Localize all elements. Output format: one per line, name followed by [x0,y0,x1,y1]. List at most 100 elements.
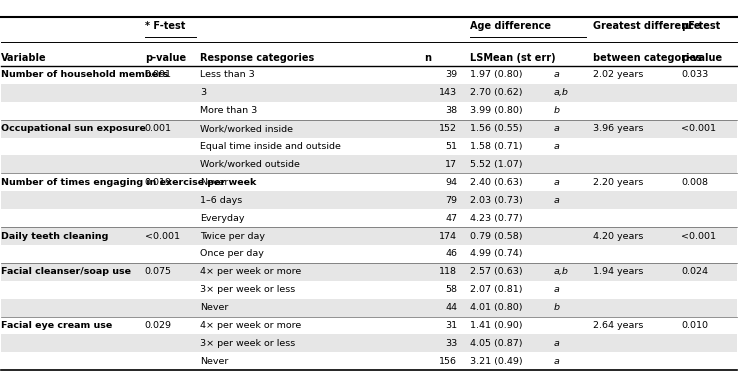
Text: 3× per week or less: 3× per week or less [200,285,295,294]
Text: 46: 46 [445,249,458,259]
Text: a: a [554,357,559,366]
Text: 1.94 years: 1.94 years [593,267,644,276]
Text: b: b [554,106,559,115]
Text: Less than 3: Less than 3 [200,70,255,80]
Text: a: a [554,70,559,80]
Text: 0.029: 0.029 [145,321,172,330]
Text: 3.99 (0.80): 3.99 (0.80) [470,106,523,115]
Text: 174: 174 [439,231,458,241]
Text: 0.091: 0.091 [145,70,172,80]
Text: 5.52 (1.07): 5.52 (1.07) [470,160,523,169]
Text: 0.024: 0.024 [681,267,708,276]
Text: 0.008: 0.008 [681,178,708,187]
Text: 17: 17 [445,160,458,169]
Text: Age difference: Age difference [470,21,551,31]
Text: 31: 31 [445,321,458,330]
Text: 1.41 (0.90): 1.41 (0.90) [470,321,523,330]
Text: 4.05 (0.87): 4.05 (0.87) [470,339,523,348]
Text: Facial cleanser/soap use: Facial cleanser/soap use [1,267,131,276]
Text: a: a [554,142,559,151]
Text: Facial eye cream use: Facial eye cream use [1,321,113,330]
Text: * F-test: * F-test [145,21,185,31]
Text: a: a [554,124,559,133]
Text: a: a [554,285,559,294]
Text: 0.075: 0.075 [145,267,172,276]
Text: 1–6 days: 1–6 days [200,196,242,205]
Text: a: a [554,339,559,348]
Text: between categories: between categories [593,52,702,63]
Text: 39: 39 [445,70,458,80]
Text: n: n [424,52,431,63]
Text: 2.02 years: 2.02 years [593,70,644,80]
Text: 0.79 (0.58): 0.79 (0.58) [470,231,523,241]
Bar [1,155,737,173]
Text: 2.70 (0.62): 2.70 (0.62) [470,88,523,97]
Text: <0.001: <0.001 [145,231,180,241]
Text: 118: 118 [439,267,458,276]
Text: a,b: a,b [554,88,568,97]
Text: 3.21 (0.49): 3.21 (0.49) [470,357,523,366]
Text: a,b: a,b [554,267,568,276]
Text: b: b [554,303,559,312]
Bar [1,299,737,316]
Bar [1,191,737,209]
Text: Variable: Variable [1,52,47,63]
Bar [1,84,737,102]
Text: 3: 3 [200,88,206,97]
Text: 0.001: 0.001 [145,124,172,133]
Text: 2.57 (0.63): 2.57 (0.63) [470,267,523,276]
Text: 47: 47 [445,214,458,223]
Text: Never: Never [200,178,228,187]
Text: 33: 33 [445,339,458,348]
Text: 1.56 (0.55): 1.56 (0.55) [470,124,523,133]
Text: Work/worked outside: Work/worked outside [200,160,300,169]
Text: a: a [554,178,559,187]
Text: µF-test: µF-test [681,21,721,31]
Text: 0.033: 0.033 [681,70,708,80]
Text: 2.40 (0.63): 2.40 (0.63) [470,178,523,187]
Text: Work/worked inside: Work/worked inside [200,124,293,133]
Text: Response categories: Response categories [200,52,314,63]
Text: Everyday: Everyday [200,214,244,223]
Text: LSMean (st err): LSMean (st err) [470,52,556,63]
Text: 143: 143 [439,88,458,97]
Text: Once per day: Once per day [200,249,263,259]
Text: 2.64 years: 2.64 years [593,321,644,330]
Text: <0.001: <0.001 [681,124,717,133]
Text: 1.58 (0.71): 1.58 (0.71) [470,142,523,151]
Text: 4.20 years: 4.20 years [593,231,644,241]
Text: Number of household members: Number of household members [1,70,169,80]
Text: 4.99 (0.74): 4.99 (0.74) [470,249,523,259]
Text: Twice per day: Twice per day [200,231,265,241]
Text: 44: 44 [445,303,458,312]
Text: 0.010: 0.010 [681,321,708,330]
Text: <0.001: <0.001 [681,231,717,241]
Bar [1,227,737,245]
Text: Number of times engaging in exercise per week: Number of times engaging in exercise per… [1,178,257,187]
Text: 0.019: 0.019 [145,178,172,187]
Text: Never: Never [200,357,228,366]
Text: Occupational sun exposure: Occupational sun exposure [1,124,146,133]
Text: 79: 79 [445,196,458,205]
Text: 2.20 years: 2.20 years [593,178,644,187]
Text: 4× per week or more: 4× per week or more [200,321,301,330]
Text: 51: 51 [445,142,458,151]
Text: 4.01 (0.80): 4.01 (0.80) [470,303,523,312]
Text: p-value: p-value [681,52,723,63]
Text: 1.97 (0.80): 1.97 (0.80) [470,70,523,80]
Bar [1,334,737,352]
Text: p-value: p-value [145,52,186,63]
Bar [1,263,737,281]
Text: 2.07 (0.81): 2.07 (0.81) [470,285,523,294]
Text: More than 3: More than 3 [200,106,257,115]
Text: 4× per week or more: 4× per week or more [200,267,301,276]
Text: 152: 152 [439,124,458,133]
Text: 58: 58 [445,285,458,294]
Text: Equal time inside and outside: Equal time inside and outside [200,142,341,151]
Text: 4.23 (0.77): 4.23 (0.77) [470,214,523,223]
Bar [1,120,737,137]
Text: a: a [554,196,559,205]
Text: Greatest difference: Greatest difference [593,21,701,31]
Text: Never: Never [200,303,228,312]
Text: 156: 156 [439,357,458,366]
